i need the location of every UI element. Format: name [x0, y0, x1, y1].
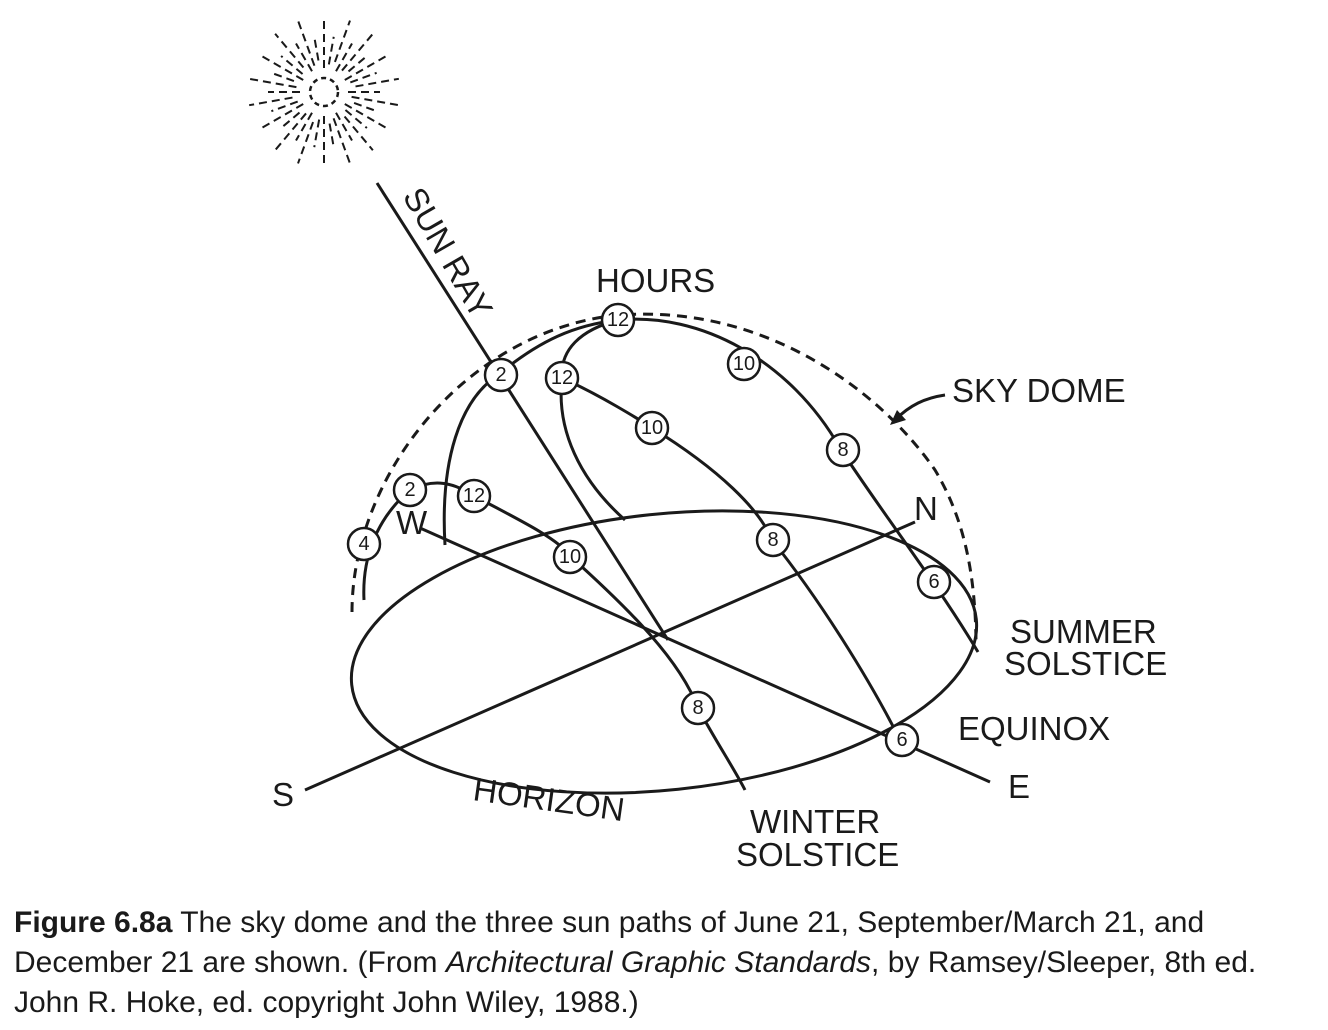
sun-ray-stroke	[332, 117, 351, 164]
sun-ray-stroke	[271, 71, 295, 82]
hour-6-summer: 6	[928, 571, 939, 593]
sun-ray-stroke	[335, 43, 353, 72]
winter-solstice-label-2: SOLSTICE	[736, 836, 899, 873]
sun-ray-stroke	[257, 53, 304, 81]
hour-2-equinox: 2	[404, 479, 415, 501]
hour-8-winter: 8	[692, 697, 703, 719]
sun-ray-stroke	[280, 55, 304, 75]
east-label: E	[1008, 768, 1030, 805]
hour-12-winter: 12	[463, 485, 485, 507]
summer-solstice-path	[442, 317, 980, 653]
south-label: S	[272, 776, 294, 813]
sun-ray-stroke	[335, 112, 353, 141]
equinox-path-upper	[561, 376, 902, 741]
caption-text-1: The sky dome and the three sun paths of …	[14, 906, 1205, 979]
sun-ray-stroke	[353, 102, 377, 113]
horizon-label: HORIZON	[471, 770, 627, 828]
horizon-ellipse	[349, 509, 979, 795]
figure-caption: Figure 6.8a The sky dome and the three s…	[14, 903, 1314, 1023]
winter-solstice-path	[568, 554, 747, 791]
hour-10-summer: 10	[733, 353, 755, 375]
hour-2-summer: 2	[495, 364, 506, 386]
sun-ray-label: SUN RAY	[396, 181, 500, 324]
figure-number: Figure 6.8a	[14, 906, 173, 939]
sun-ray-stroke	[344, 109, 368, 129]
hour-markers: 12 10 8 6 2 12 10 8 6 2 4 12 10 8	[346, 302, 952, 758]
sun-path-diagram: 12 10 8 6 2 12 10 8 6 2 4 12 10 8 SUN RA…	[248, 16, 1167, 873]
sky-dome-arrowhead	[890, 410, 906, 425]
sky-dome-label: SKY DOME	[952, 372, 1126, 409]
hour-12-summer: 12	[607, 309, 629, 331]
sun-ray-stroke	[280, 111, 301, 129]
sun-ray-stroke	[274, 112, 307, 151]
summer-solstice-label-2: SOLSTICE	[1004, 645, 1167, 682]
sun-ray-line	[375, 182, 670, 641]
sun-ray-stroke	[327, 36, 335, 65]
winter-solstice-label-1: WINTER	[750, 803, 880, 840]
west-label: W	[396, 504, 428, 541]
sky-dome-outline	[350, 312, 978, 641]
sun-ray-stroke	[349, 71, 377, 84]
sun-ray-stroke	[334, 20, 351, 63]
sun-ray-stroke	[344, 103, 391, 131]
equinox-label: EQUINOX	[958, 710, 1110, 747]
sun-ray-stroke	[343, 115, 374, 151]
hour-10-equinox: 10	[641, 417, 663, 439]
sun-ray-stroke	[297, 20, 316, 67]
summer-arc-inner	[559, 318, 626, 522]
hour-8-equinox: 8	[767, 529, 778, 551]
sun-ray-stroke	[341, 33, 374, 72]
south-north-axis	[304, 520, 916, 792]
sun-ray-stroke	[344, 53, 391, 81]
hour-4-equinox: 4	[358, 533, 369, 555]
sun-ray-stroke	[248, 96, 293, 107]
hours-label: HOURS	[596, 262, 715, 299]
north-label: N	[914, 490, 938, 527]
sun-ray-stroke	[328, 123, 335, 148]
sun-ray-stroke	[295, 112, 313, 141]
sun-icon	[248, 16, 400, 168]
sun-ray-stroke	[257, 103, 304, 131]
hour-10-winter: 10	[559, 546, 581, 568]
caption-text-2: , by Ramsey/Sleeper, 8th ed. John R. Hok…	[14, 946, 1257, 1019]
sun-ray-stroke	[295, 43, 313, 72]
sun-ray-stroke	[313, 119, 321, 148]
sun-ray-stroke	[313, 36, 320, 61]
sun-ray-stroke	[355, 77, 400, 88]
caption-book-title: Architectural Graphic Standards	[445, 946, 872, 979]
sun-ray-stroke	[274, 33, 305, 69]
sun-ray-stroke	[297, 121, 314, 164]
sun-ray-stroke	[347, 55, 368, 73]
sun-ray-stroke	[271, 100, 299, 113]
hour-6-equinox: 6	[896, 729, 907, 751]
summer-solstice-label-1: SUMMER	[1010, 613, 1157, 650]
hour-8-summer: 8	[837, 439, 848, 461]
sun-ray-stroke	[351, 95, 400, 107]
sun-ray-stroke	[248, 77, 297, 89]
hour-12-equinox: 12	[551, 367, 573, 389]
